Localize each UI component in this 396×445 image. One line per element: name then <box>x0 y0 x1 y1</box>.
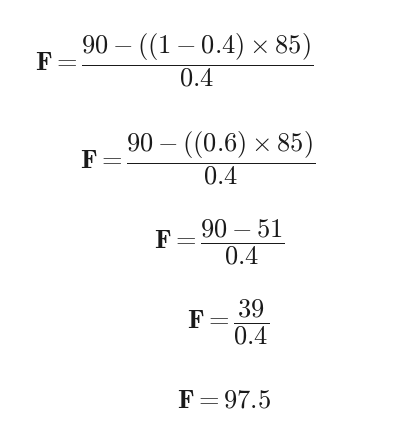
Text: $\mathbf{F = 97.5}$: $\mathbf{F = 97.5}$ <box>177 388 271 413</box>
Text: $\mathbf{F} = \dfrac{\mathbf{90 - ((0.6) \times 85)}}{\mathbf{0.4}}$: $\mathbf{F} = \dfrac{\mathbf{90 - ((0.6)… <box>80 129 316 186</box>
Text: $\mathbf{F} = \dfrac{\mathbf{39}}{\mathbf{0.4}}$: $\mathbf{F} = \dfrac{\mathbf{39}}{\mathb… <box>187 298 269 347</box>
Text: $\mathbf{F} = \dfrac{\mathbf{90 - 51}}{\mathbf{0.4}}$: $\mathbf{F} = \dfrac{\mathbf{90 - 51}}{\… <box>154 218 285 267</box>
Text: $\mathbf{F} = \dfrac{\mathbf{90 - ((1 - 0.4) \times 85)}}{\mathbf{0.4}}$: $\mathbf{F} = \dfrac{\mathbf{90 - ((1 - … <box>35 32 313 89</box>
